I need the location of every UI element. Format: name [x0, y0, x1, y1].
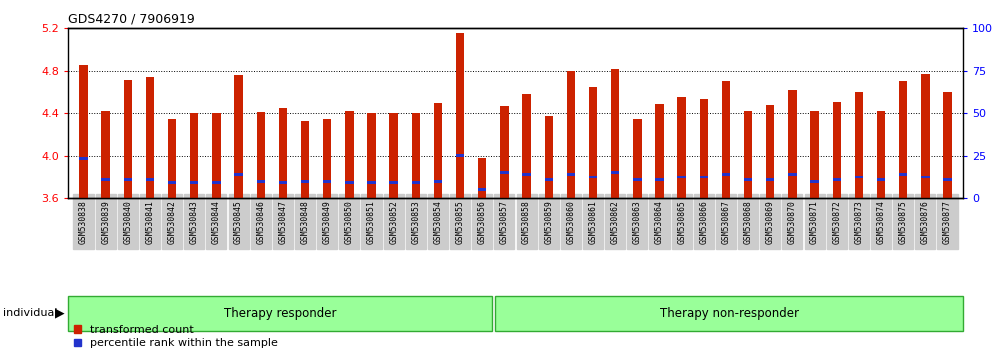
Bar: [323, 180, 331, 183]
Bar: [522, 173, 531, 176]
Bar: [899, 81, 907, 198]
Bar: [744, 178, 752, 181]
Bar: [766, 105, 774, 198]
Bar: [434, 180, 442, 183]
Bar: [101, 111, 110, 198]
Bar: [788, 173, 797, 176]
Bar: [101, 178, 110, 181]
Bar: [257, 180, 265, 183]
Bar: [279, 108, 287, 198]
Bar: [345, 111, 354, 198]
Bar: [722, 81, 730, 198]
Bar: [567, 71, 575, 198]
Bar: [855, 176, 863, 178]
Bar: [168, 181, 176, 184]
Bar: [367, 113, 376, 198]
Bar: [168, 119, 176, 198]
Bar: [833, 102, 841, 198]
Legend: transformed count, percentile rank within the sample: transformed count, percentile rank withi…: [74, 325, 278, 348]
Bar: [412, 181, 420, 184]
Bar: [589, 176, 597, 178]
Bar: [744, 111, 752, 198]
Bar: [633, 119, 642, 198]
Bar: [855, 92, 863, 198]
Bar: [877, 111, 885, 198]
Bar: [655, 178, 664, 181]
Bar: [700, 99, 708, 198]
Bar: [389, 113, 398, 198]
Bar: [79, 65, 88, 198]
Bar: [700, 176, 708, 178]
Bar: [257, 112, 265, 198]
Bar: [589, 87, 597, 198]
Bar: [345, 181, 354, 184]
Bar: [79, 158, 88, 160]
Bar: [212, 113, 221, 198]
Bar: [124, 80, 132, 198]
Text: Therapy responder: Therapy responder: [224, 307, 337, 320]
Text: individual: individual: [3, 308, 58, 318]
Bar: [234, 75, 243, 198]
Bar: [500, 171, 509, 174]
Bar: [899, 173, 907, 176]
Bar: [877, 178, 885, 181]
Bar: [456, 33, 464, 198]
Bar: [545, 116, 553, 198]
Bar: [567, 173, 575, 176]
Bar: [943, 178, 952, 181]
Bar: [190, 181, 198, 184]
Bar: [921, 176, 930, 178]
Bar: [788, 90, 797, 198]
Bar: [522, 94, 531, 198]
Bar: [212, 181, 221, 184]
Bar: [389, 181, 398, 184]
Bar: [722, 173, 730, 176]
Bar: [478, 188, 486, 191]
Bar: [279, 181, 287, 184]
Bar: [301, 121, 309, 198]
Bar: [234, 173, 243, 176]
Bar: [810, 180, 819, 183]
Bar: [611, 171, 619, 174]
Bar: [478, 158, 486, 198]
Bar: [611, 69, 619, 198]
Bar: [677, 176, 686, 178]
Bar: [833, 178, 841, 181]
Bar: [367, 181, 376, 184]
Bar: [124, 178, 132, 181]
Bar: [323, 119, 331, 198]
Bar: [500, 106, 509, 198]
Bar: [655, 104, 664, 198]
Bar: [146, 77, 154, 198]
Bar: [921, 74, 930, 198]
Bar: [190, 113, 198, 198]
Bar: [633, 178, 642, 181]
Text: GDS4270 / 7906919: GDS4270 / 7906919: [68, 13, 195, 26]
Bar: [677, 97, 686, 198]
Bar: [301, 180, 309, 183]
Text: Therapy non-responder: Therapy non-responder: [660, 307, 799, 320]
Bar: [412, 113, 420, 198]
Bar: [545, 178, 553, 181]
Bar: [766, 178, 774, 181]
Text: ▶: ▶: [55, 307, 65, 320]
Bar: [434, 103, 442, 198]
Bar: [943, 92, 952, 198]
Bar: [456, 154, 464, 157]
Bar: [146, 178, 154, 181]
Bar: [810, 111, 819, 198]
